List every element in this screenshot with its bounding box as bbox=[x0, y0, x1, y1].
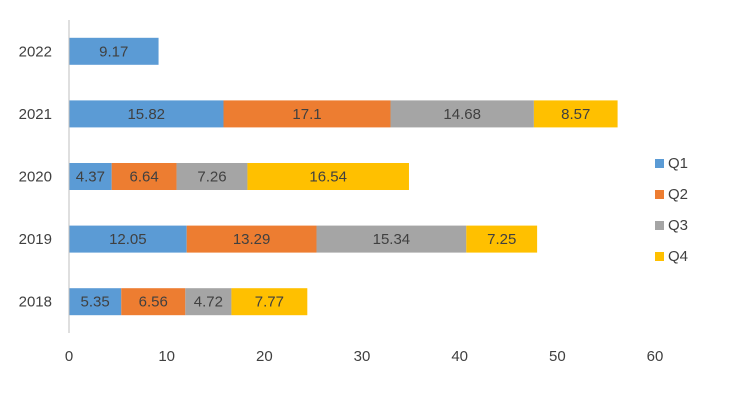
bar-Q3-2018 bbox=[185, 288, 232, 316]
bar-Q2-2018 bbox=[121, 288, 186, 316]
legend-label-Q3: Q3 bbox=[668, 217, 688, 234]
bar-Q3-2021 bbox=[390, 100, 534, 128]
data-label-Q4-2020: 16.54 bbox=[309, 169, 347, 186]
data-label-Q1-2018: 5.35 bbox=[81, 294, 110, 311]
legend-swatch-Q3 bbox=[655, 221, 664, 230]
bar-Q3-2019 bbox=[316, 225, 467, 253]
category-label-2020: 2020 bbox=[19, 169, 52, 186]
category-label-2021: 2021 bbox=[19, 106, 52, 123]
x-tick-label-10: 10 bbox=[158, 348, 175, 365]
bar-Q1-2018 bbox=[69, 288, 122, 316]
data-label-Q4-2019: 7.25 bbox=[487, 231, 516, 248]
bar-Q2-2021 bbox=[223, 100, 391, 128]
value-axis-labels: 0 10 20 30 40 50 60 bbox=[65, 348, 664, 365]
legend-label-Q4: Q4 bbox=[668, 248, 688, 265]
bar-Q1-2020 bbox=[69, 163, 112, 190]
legend: Q1 Q2 Q3 Q4 bbox=[655, 155, 688, 265]
data-label-Q1-2022: 9.17 bbox=[99, 43, 128, 60]
data-label-Q1-2019: 12.05 bbox=[109, 231, 147, 248]
legend-swatch-Q2 bbox=[655, 190, 664, 199]
data-label-Q2-2018: 6.56 bbox=[139, 294, 168, 311]
bar-Q1-2022 bbox=[69, 37, 159, 65]
data-label-Q3-2019: 15.34 bbox=[373, 231, 411, 248]
x-tick-label-40: 40 bbox=[451, 348, 468, 365]
category-label-2019: 2019 bbox=[19, 231, 52, 248]
x-tick-label-60: 60 bbox=[647, 348, 664, 365]
data-label-Q2-2019: 13.29 bbox=[233, 231, 271, 248]
x-tick-label-30: 30 bbox=[354, 348, 371, 365]
bar-Q1-2019 bbox=[69, 225, 187, 253]
data-label-Q2-2020: 6.64 bbox=[130, 169, 159, 186]
bar-Q3-2020 bbox=[176, 163, 248, 190]
data-label-Q3-2021: 14.68 bbox=[443, 106, 481, 123]
data-label-Q4-2018: 7.77 bbox=[255, 294, 284, 311]
category-label-2018: 2018 bbox=[19, 294, 52, 311]
legend-label-Q2: Q2 bbox=[668, 186, 688, 203]
bar-Q2-2020 bbox=[111, 163, 177, 190]
data-label-Q1-2021: 15.82 bbox=[127, 106, 165, 123]
data-label-Q4-2021: 8.57 bbox=[561, 106, 590, 123]
x-tick-label-50: 50 bbox=[549, 348, 566, 365]
bar-Q4-2018 bbox=[231, 288, 308, 316]
bar-Q1-2021 bbox=[69, 100, 224, 128]
bar-Q4-2020 bbox=[247, 163, 409, 190]
data-labels-layer: 5.35 6.56 4.72 7.77 12.05 13.29 15.34 7.25 4.37 6… bbox=[76, 43, 591, 310]
legend-swatch-Q4 bbox=[655, 252, 664, 261]
bar-Q4-2019 bbox=[466, 225, 538, 253]
data-label-Q3-2020: 7.26 bbox=[197, 169, 226, 186]
bars-layer bbox=[69, 37, 618, 316]
bar-Q2-2019 bbox=[186, 225, 317, 253]
x-tick-label-20: 20 bbox=[256, 348, 273, 365]
bar-Q4-2021 bbox=[533, 100, 618, 128]
data-label-Q1-2020: 4.37 bbox=[76, 169, 105, 186]
legend-label-Q1: Q1 bbox=[668, 155, 688, 172]
x-tick-label-0: 0 bbox=[65, 348, 73, 365]
category-axis-labels: 2018 2019 2020 2021 2022 bbox=[19, 43, 52, 310]
data-label-Q2-2021: 17.1 bbox=[292, 106, 321, 123]
data-label-Q3-2018: 4.72 bbox=[194, 294, 223, 311]
category-label-2022: 2022 bbox=[19, 43, 52, 60]
legend-swatch-Q1 bbox=[655, 159, 664, 168]
